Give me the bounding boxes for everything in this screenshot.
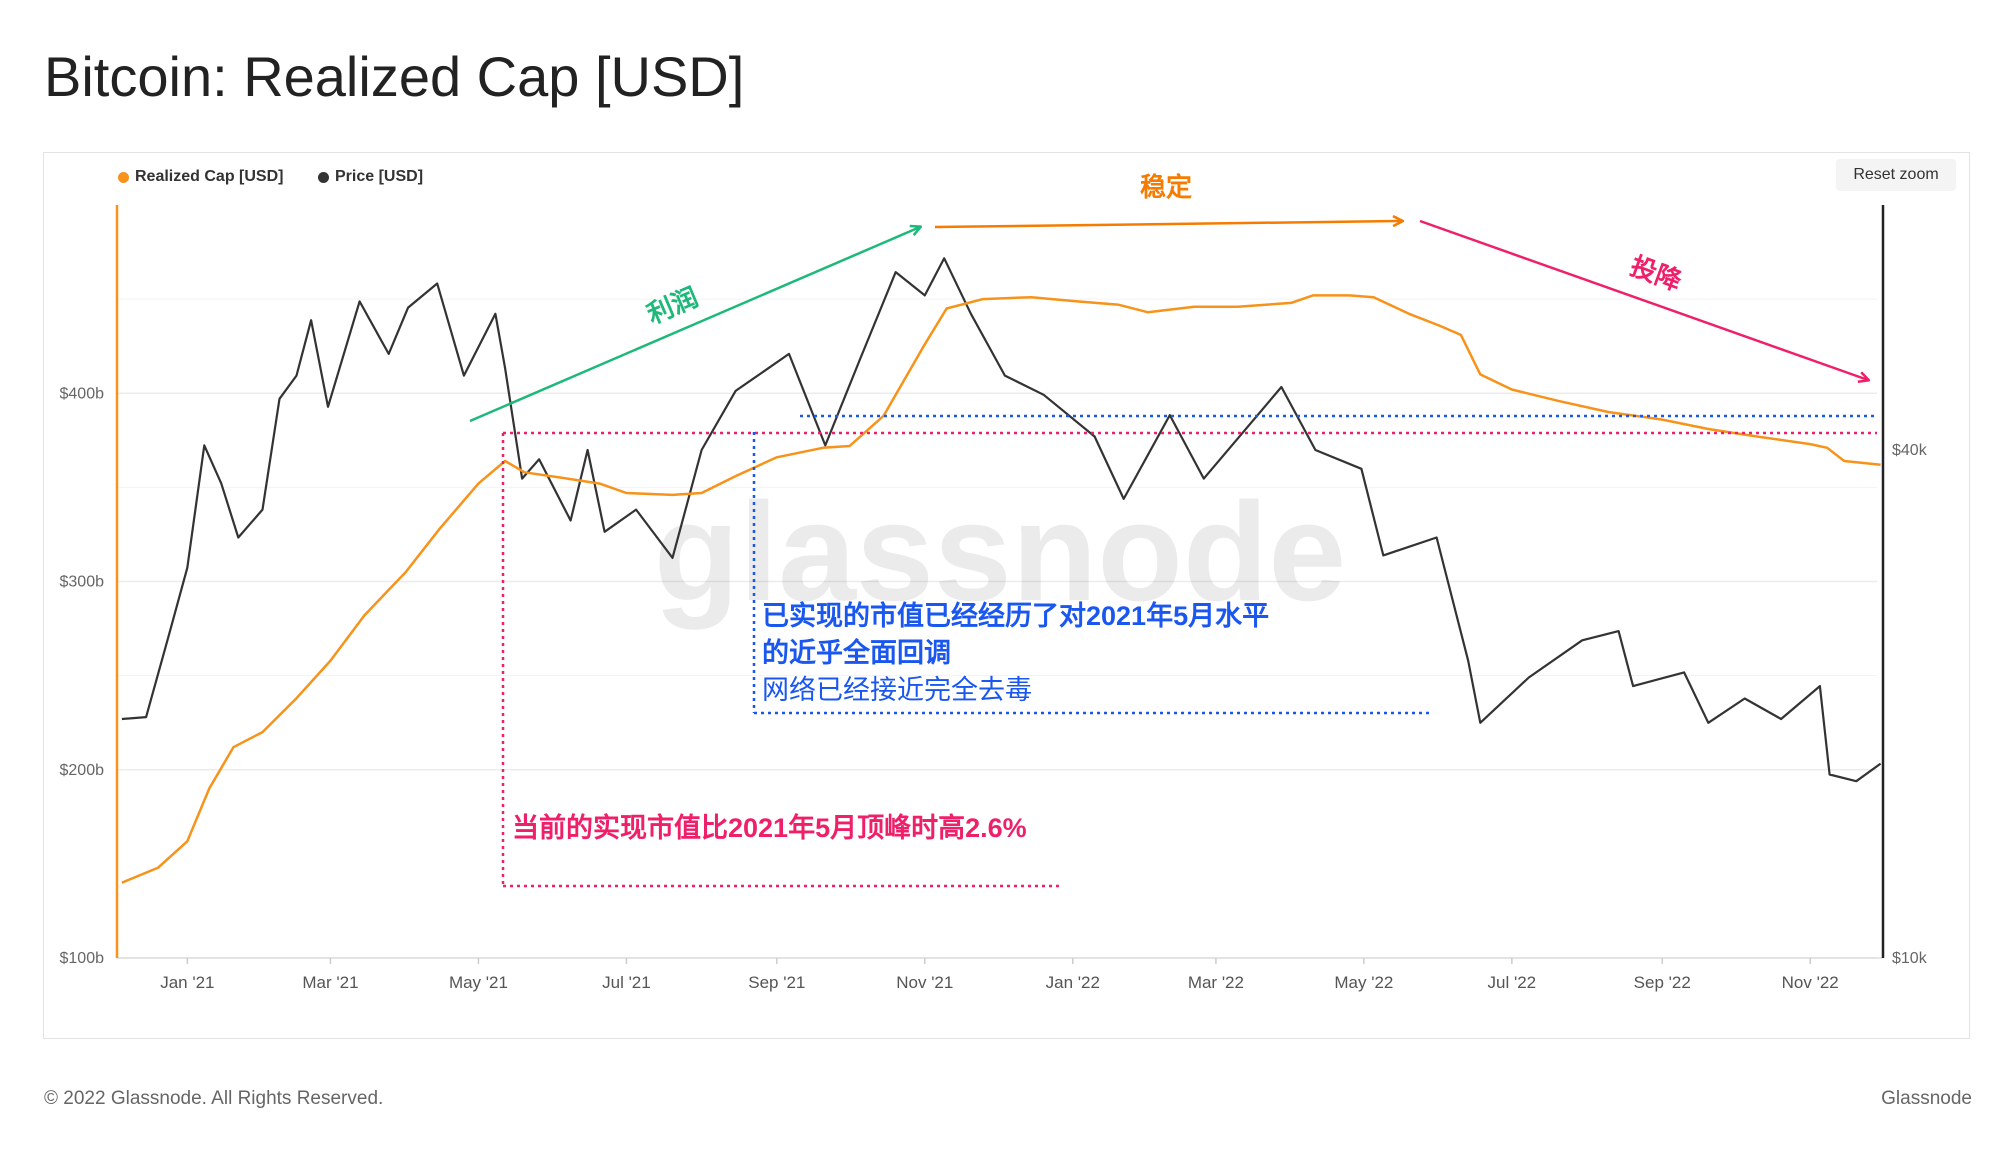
price-legend-dot [318, 171, 329, 183]
legend-item-realized-cap[interactable]: Realized Cap [USD] [118, 168, 283, 186]
page-title: Bitcoin: Realized Cap [USD] [44, 45, 745, 108]
realized-cap-legend-dot [118, 171, 129, 183]
copyright: © 2022 Glassnode. All Rights Reserved. [44, 1088, 384, 1109]
chart-panel [43, 152, 1970, 1039]
brand-name: Glassnode [1881, 1088, 1972, 1109]
reset-zoom-button[interactable]: Reset zoom [1836, 159, 1956, 191]
legend-label-realized-cap: Realized Cap [USD] [135, 168, 284, 185]
legend-item-price[interactable]: Price [USD] [318, 168, 423, 186]
legend-label-price: Price [USD] [335, 168, 424, 185]
